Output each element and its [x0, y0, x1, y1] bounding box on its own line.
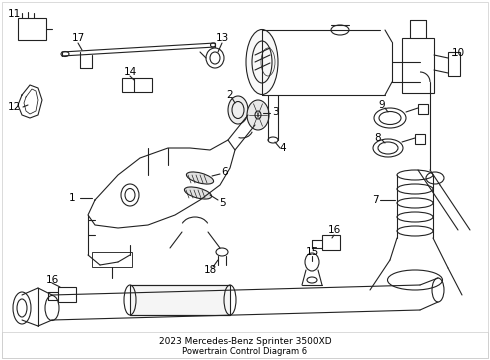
- Text: 6: 6: [221, 167, 228, 177]
- Bar: [130, 285, 230, 315]
- Bar: [322, 235, 340, 250]
- Bar: [58, 287, 76, 302]
- Text: 14: 14: [123, 67, 137, 77]
- Bar: [18, 18, 46, 40]
- Text: 11: 11: [7, 9, 21, 19]
- Text: Powertrain Control Diagram 6: Powertrain Control Diagram 6: [182, 346, 308, 356]
- Ellipse shape: [228, 96, 248, 124]
- Text: 7: 7: [372, 195, 378, 205]
- Text: 18: 18: [203, 265, 217, 275]
- Text: 8: 8: [375, 133, 381, 143]
- Text: 17: 17: [72, 33, 85, 43]
- Ellipse shape: [184, 187, 212, 199]
- Text: 2: 2: [227, 90, 233, 100]
- Ellipse shape: [247, 100, 269, 130]
- Text: 16: 16: [46, 275, 59, 285]
- Text: 13: 13: [216, 33, 229, 43]
- Bar: [448, 52, 460, 76]
- Text: 16: 16: [327, 225, 341, 235]
- Bar: [418, 104, 428, 114]
- Bar: [415, 134, 425, 144]
- Text: 4: 4: [280, 143, 286, 153]
- Bar: [402, 38, 434, 93]
- Text: 12: 12: [7, 102, 21, 112]
- Text: 2023 Mercedes-Benz Sprinter 3500XD: 2023 Mercedes-Benz Sprinter 3500XD: [159, 338, 331, 346]
- Text: 15: 15: [305, 247, 318, 257]
- Bar: [122, 78, 152, 92]
- Ellipse shape: [246, 30, 278, 95]
- Text: 9: 9: [379, 100, 385, 110]
- Text: 10: 10: [451, 48, 465, 58]
- Text: 1: 1: [69, 193, 75, 203]
- Text: 5: 5: [219, 198, 225, 208]
- Text: 3: 3: [271, 107, 278, 117]
- Ellipse shape: [186, 172, 214, 184]
- Bar: [92, 252, 132, 267]
- Bar: [2, 332, 488, 358]
